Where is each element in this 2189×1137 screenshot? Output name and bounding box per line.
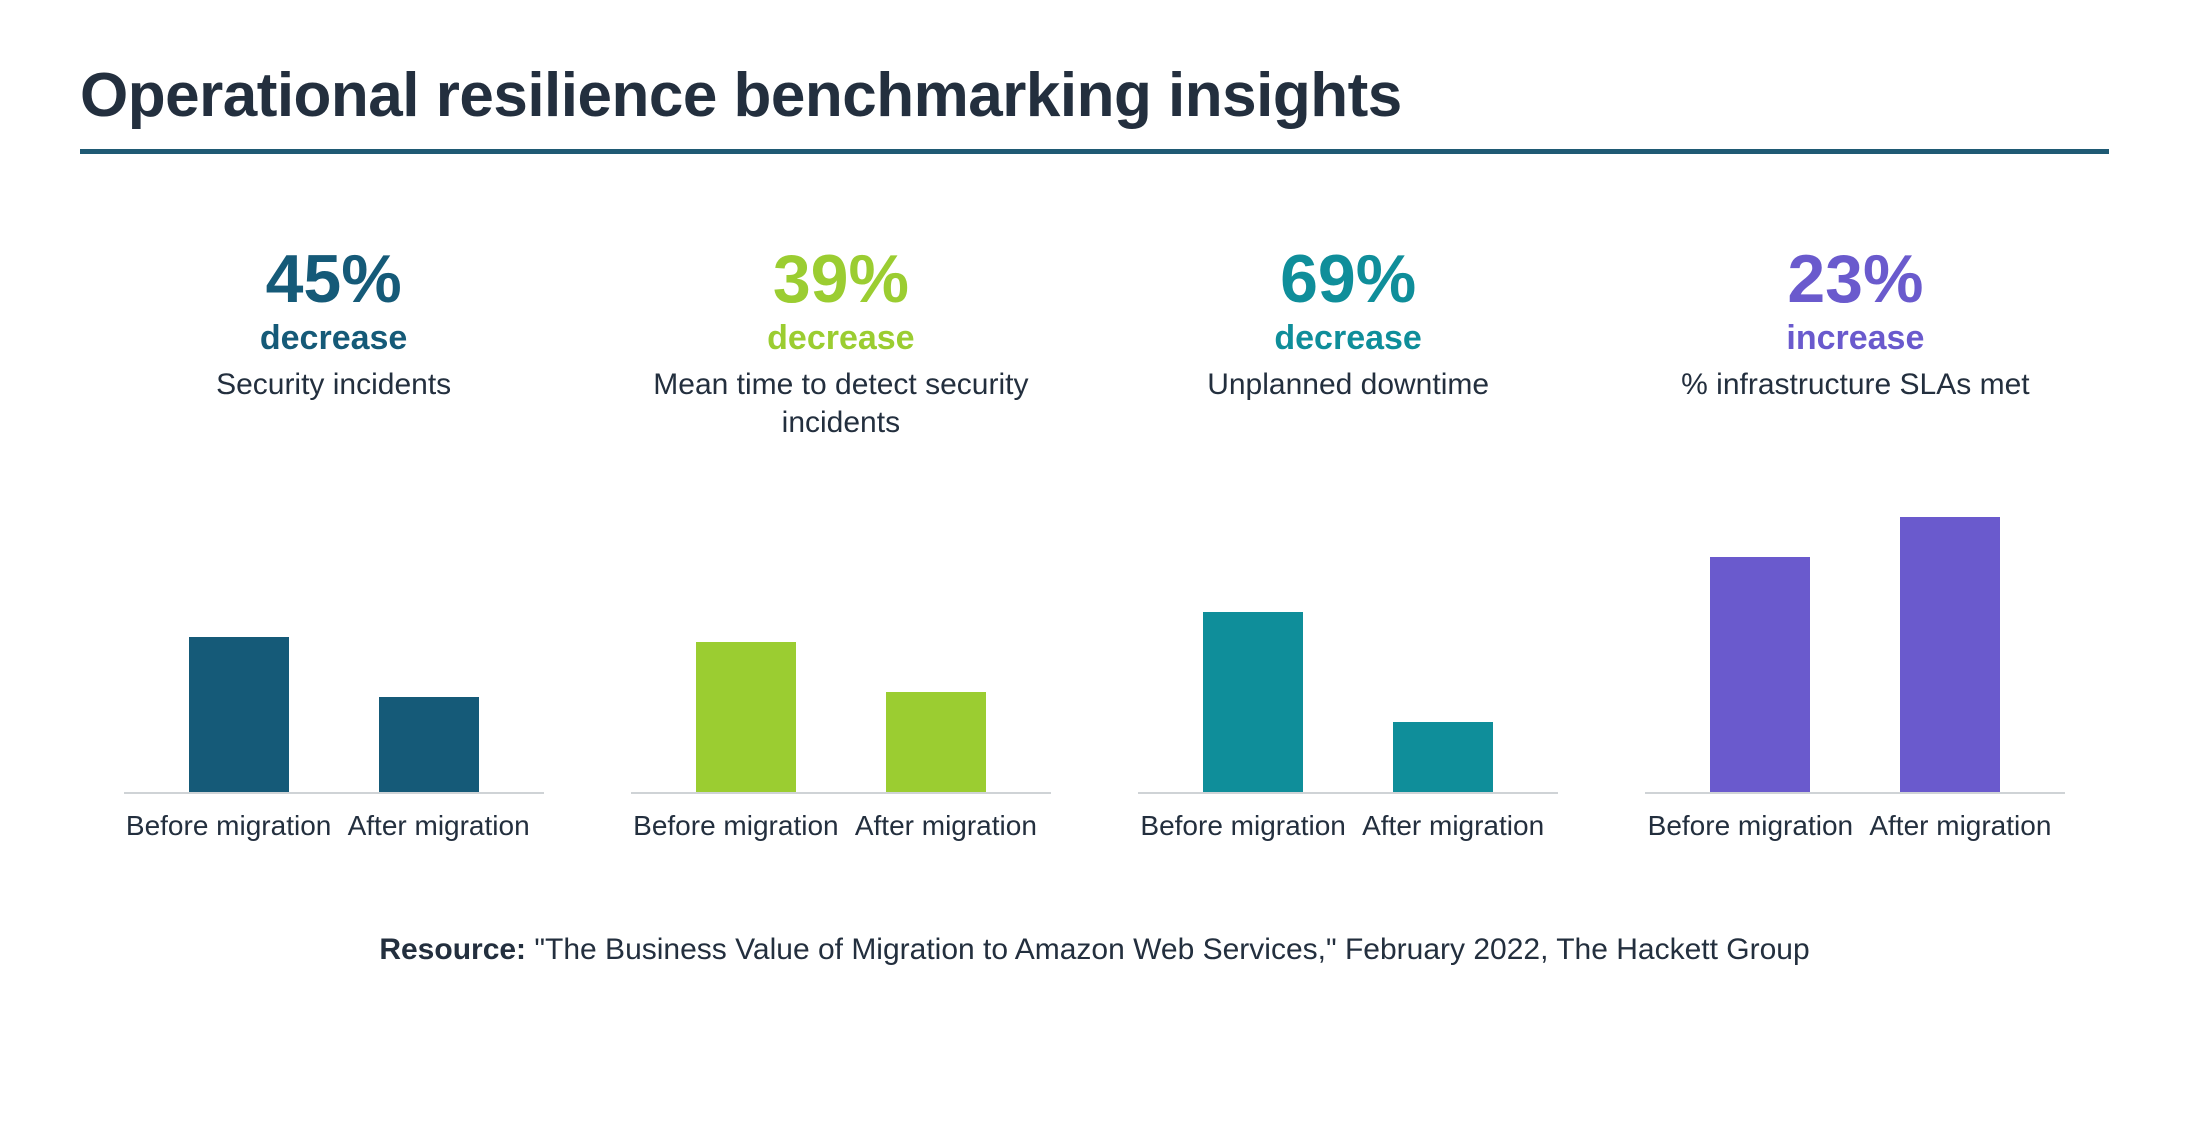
bar-chart: Before migration After migration [631,504,1051,843]
bar-chart: Before migration After migration [1645,504,2065,843]
xlabel-before: Before migration [1645,808,1855,843]
bars-area [1138,504,1558,794]
page-title: Operational resilience benchmarking insi… [80,60,2109,149]
stat-direction: increase [1681,319,2029,358]
resource-label: Resource: [379,933,526,966]
panel-mttd: 39% decrease Mean time to detect securit… [607,244,1074,843]
bar-before [696,642,796,792]
stat-direction: decrease [216,319,451,358]
xlabel-before: Before migration [1138,808,1348,843]
resource-text: "The Business Value of Migration to Amaz… [526,933,1810,966]
x-axis-labels: Before migration After migration [631,808,1051,843]
stat-direction: decrease [631,319,1051,358]
stat-direction: decrease [1207,319,1489,358]
panel-sla: 23% increase % infrastructure SLAs met B… [1622,244,2089,843]
x-axis-labels: Before migration After migration [1645,808,2065,843]
bar-chart: Before migration After migration [1138,504,1558,843]
stat-block: 45% decrease Security incidents [216,244,451,474]
stat-block: 69% decrease Unplanned downtime [1207,244,1489,474]
stat-description: Security incidents [216,366,451,404]
bars-area [124,504,544,794]
stat-block: 39% decrease Mean time to detect securit… [631,244,1051,474]
xlabel-after: After migration [1348,808,1558,843]
bar-before [189,637,289,792]
stat-description: Unplanned downtime [1207,366,1489,404]
xlabel-before: Before migration [631,808,841,843]
bars-area [1645,504,2065,794]
xlabel-after: After migration [841,808,1051,843]
stat-percent: 45% [216,244,451,315]
title-underline [80,149,2109,154]
bar-after [1393,722,1493,792]
stat-percent: 69% [1207,244,1489,315]
x-axis-labels: Before migration After migration [1138,808,1558,843]
stat-description: % infrastructure SLAs met [1681,366,2029,404]
panel-downtime: 69% decrease Unplanned downtime Before m… [1115,244,1582,843]
charts-grid: 45% decrease Security incidents Before m… [80,244,2109,843]
bar-after [379,697,479,792]
bar-after [1900,517,2000,792]
xlabel-after: After migration [1855,808,2065,843]
stat-percent: 23% [1681,244,2029,315]
stat-description: Mean time to detect security incidents [631,366,1051,441]
xlabel-before: Before migration [124,808,334,843]
stat-percent: 39% [631,244,1051,315]
x-axis-labels: Before migration After migration [124,808,544,843]
panel-security-incidents: 45% decrease Security incidents Before m… [100,244,567,843]
stat-block: 23% increase % infrastructure SLAs met [1681,244,2029,474]
bar-before [1203,612,1303,792]
resource-footer: Resource: "The Business Value of Migrati… [80,933,2109,967]
xlabel-after: After migration [334,808,544,843]
bar-chart: Before migration After migration [124,504,544,843]
bar-after [886,692,986,792]
bar-before [1710,557,1810,792]
bars-area [631,504,1051,794]
